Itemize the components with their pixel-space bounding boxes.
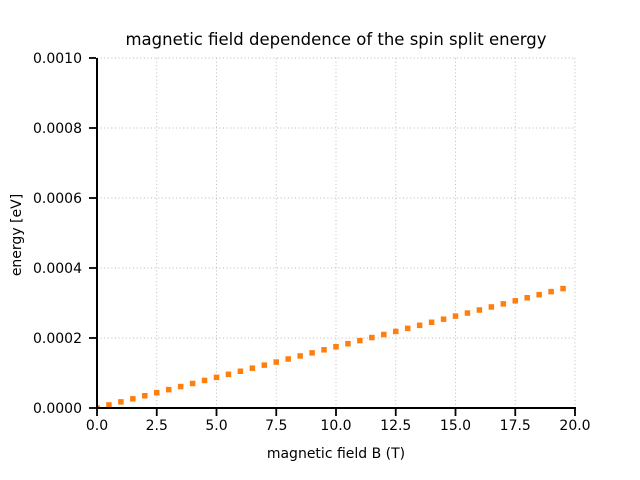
data-point-marker [560,285,566,292]
x-tick-label: 12.5 [380,418,411,434]
x-tick-label: 15.0 [440,418,471,434]
data-point-marker [118,399,124,405]
chart-title: magnetic field dependence of the spin sp… [125,30,547,49]
data-point-marker [201,377,208,384]
x-tick-label: 0.0 [86,418,108,434]
axes-spines [96,58,576,409]
data-point-marker [249,365,256,371]
y-tick-label: 0.0000 [33,401,82,417]
data-point-marker [333,344,339,350]
data-point-marker [273,359,279,365]
data-point-marker [261,362,268,368]
x-tick-label: 5.0 [205,418,227,434]
data-point-marker [154,389,160,396]
data-point-marker [488,304,495,310]
data-point-marker [369,334,375,341]
data-point-marker [345,340,351,347]
data-point-marker [381,331,387,338]
data-point-marker [309,350,315,356]
x-tick-label: 10.0 [320,418,351,434]
data-point-marker [464,310,471,316]
data-point-marker [189,380,196,387]
data-point-marker [548,288,554,295]
data-point-marker [213,374,220,381]
data-point-marker [285,356,291,362]
tick-marks [89,57,576,416]
data-point-marker [165,386,172,393]
data-point-marker [393,328,399,335]
y-tick-label: 0.0008 [33,121,82,137]
x-tick-label: 20.0 [559,418,590,434]
y-tick-label: 0.0006 [33,191,82,207]
data-point-marker [404,325,411,332]
data-point-marker [357,337,363,344]
data-point-marker [142,393,148,399]
data-point-marker [500,301,507,307]
data-point-marker [428,319,435,325]
data-point-marker [524,295,530,301]
data-point-marker [177,383,184,390]
data-point-marker [512,298,518,304]
y-tick-label: 0.0010 [33,51,82,67]
data-point-marker [237,368,244,374]
data-point-marker [440,316,447,322]
data-point-marker [476,307,483,313]
data-point-marker [452,313,459,319]
data-point-marker [97,405,100,408]
y-tick-label: 0.0002 [33,331,82,347]
data-point-marker [130,396,136,402]
grid-lines [96,57,576,409]
tick-labels: 0.0 2.5 5.0 7.5 10.0 12.5 15.0 17.5 20.0 0.0000 0.… [33,51,591,434]
data-point-marker [106,402,112,408]
x-tick-label: 2.5 [146,418,168,434]
x-axis-label: magnetic field B (T) [266,446,406,462]
x-tick-label: 17.5 [500,418,531,434]
x-tick-label: 7.5 [265,418,287,434]
data-point-marker [225,371,232,378]
data-series [97,285,566,408]
y-tick-label: 0.0004 [33,261,82,277]
data-point-marker [416,322,423,329]
data-point-marker [321,347,327,353]
data-point-marker [297,353,303,359]
data-point-marker [536,291,542,298]
